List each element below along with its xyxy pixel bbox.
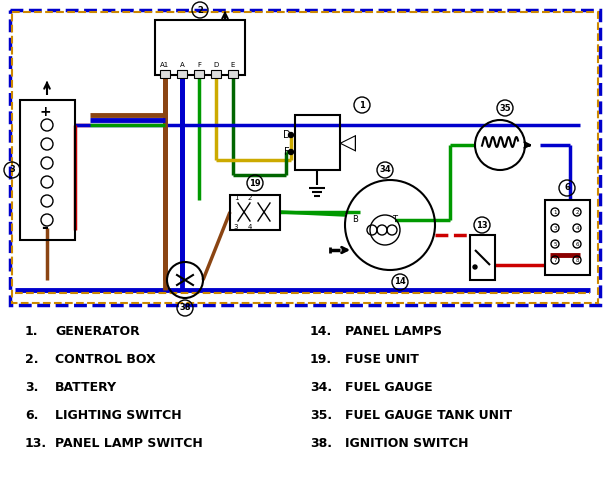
Text: -: - — [41, 219, 48, 237]
Text: D: D — [214, 62, 218, 68]
Text: T: T — [392, 216, 398, 225]
Text: 2: 2 — [575, 209, 579, 215]
Text: PANEL LAMP SWITCH: PANEL LAMP SWITCH — [55, 437, 203, 450]
Text: 3.: 3. — [25, 381, 38, 394]
Bar — [155, 20, 245, 75]
Text: 19.: 19. — [310, 353, 332, 366]
Circle shape — [289, 133, 293, 137]
Text: D: D — [283, 130, 291, 140]
Bar — [20, 100, 75, 240]
Text: 3: 3 — [9, 166, 15, 174]
Text: 2: 2 — [197, 5, 203, 14]
Text: 6: 6 — [564, 183, 570, 193]
Bar — [12, 12, 598, 303]
Text: FUEL GAUGE TANK UNIT: FUEL GAUGE TANK UNIT — [345, 409, 512, 422]
Text: 1.: 1. — [25, 325, 38, 338]
Bar — [211, 70, 221, 78]
Text: LIGHTING SWITCH: LIGHTING SWITCH — [55, 409, 182, 422]
Text: 38.: 38. — [310, 437, 332, 450]
Text: CONTROL BOX: CONTROL BOX — [55, 353, 156, 366]
Text: IGNITION SWITCH: IGNITION SWITCH — [345, 437, 468, 450]
Text: 19: 19 — [249, 179, 261, 187]
Text: 2: 2 — [248, 195, 252, 201]
Text: 7: 7 — [553, 258, 557, 262]
Text: FUSE UNIT: FUSE UNIT — [345, 353, 419, 366]
Text: 34: 34 — [379, 166, 391, 174]
Text: F: F — [197, 62, 201, 68]
Circle shape — [289, 149, 293, 155]
Text: +: + — [39, 105, 51, 119]
Text: A1: A1 — [160, 62, 170, 68]
Text: 13.: 13. — [25, 437, 47, 450]
Text: 8: 8 — [575, 258, 579, 262]
Text: 6: 6 — [575, 241, 579, 247]
Text: A: A — [179, 62, 184, 68]
Text: E: E — [231, 62, 235, 68]
Text: 35.: 35. — [310, 409, 332, 422]
Text: 34.: 34. — [310, 381, 332, 394]
Bar — [470, 235, 495, 280]
Text: PANEL LAMPS: PANEL LAMPS — [345, 325, 442, 338]
Text: 4: 4 — [575, 226, 579, 230]
Text: 13: 13 — [476, 220, 488, 229]
Text: 1: 1 — [234, 195, 239, 201]
Text: 35: 35 — [499, 103, 511, 113]
Text: 5: 5 — [553, 241, 557, 247]
Text: ◁: ◁ — [339, 132, 357, 152]
Text: 2.: 2. — [25, 353, 38, 366]
Text: 4: 4 — [248, 224, 252, 230]
Text: GENERATOR: GENERATOR — [55, 325, 140, 338]
Text: 14.: 14. — [310, 325, 332, 338]
Text: 3: 3 — [234, 224, 239, 230]
Bar — [10, 10, 600, 305]
Bar — [295, 115, 340, 170]
Circle shape — [473, 265, 477, 269]
Text: BATTERY: BATTERY — [55, 381, 117, 394]
Bar — [545, 200, 590, 275]
Text: 38: 38 — [179, 304, 191, 312]
Text: 1: 1 — [359, 101, 365, 110]
Bar — [230, 195, 280, 230]
Text: F: F — [284, 147, 290, 157]
Bar — [177, 70, 187, 78]
Text: 6.: 6. — [25, 409, 38, 422]
Text: FUEL GAUGE: FUEL GAUGE — [345, 381, 432, 394]
Bar — [228, 70, 238, 78]
Bar — [160, 70, 170, 78]
Text: 14: 14 — [394, 277, 406, 286]
Bar — [194, 70, 204, 78]
Text: B: B — [352, 216, 358, 225]
Text: 3: 3 — [553, 226, 557, 230]
Text: 1: 1 — [553, 209, 557, 215]
